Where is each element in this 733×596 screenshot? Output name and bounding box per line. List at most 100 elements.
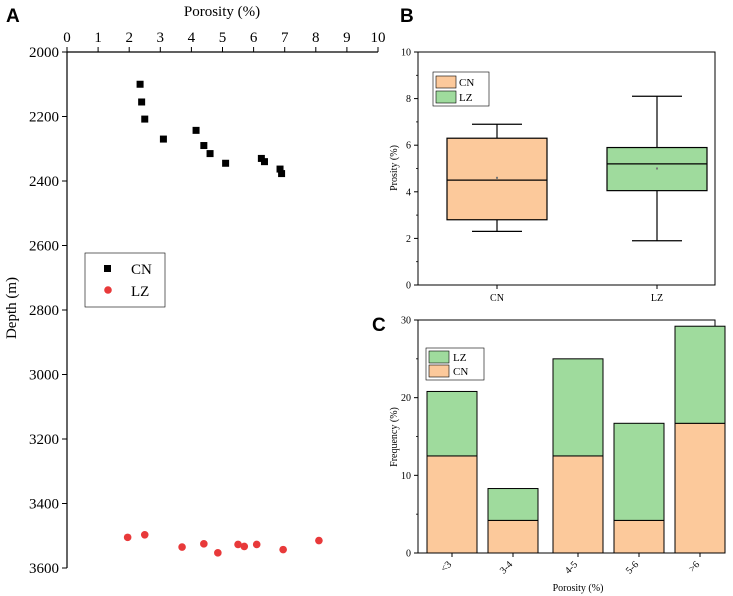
panel-c-x-axis-label: Porosity (%)	[553, 583, 604, 594]
panel-c-y-tick-label: 20	[401, 393, 411, 404]
panel-c-y-tick-label: 10	[401, 471, 411, 482]
panel-a-scatter: Porosity (%) Depth (m) 0 1 2 3 4 5 6 7 8 9 10 2000 2…	[4, 4, 386, 577]
panel-a-y-tick-label: 2600	[29, 239, 59, 255]
lz-data-point	[200, 540, 208, 548]
bar-lz-segment	[552, 358, 604, 457]
panel-a-x-tick-label: 7	[281, 30, 289, 46]
panel-a-y-tick-label: 2000	[29, 45, 59, 61]
panel-a-legend: CN LZ	[84, 252, 166, 308]
panel-b-y-tick-label: 2	[406, 234, 411, 245]
panel-a-points	[123, 80, 323, 557]
legend-b-lz-label: LZ	[459, 92, 473, 104]
panel-a-y-tick-label: 2200	[29, 110, 59, 126]
panel-a-y-axis-label: Depth (m)	[4, 277, 20, 339]
panel-a-x-tick-label: 3	[157, 30, 165, 46]
lz-data-point	[315, 536, 323, 545]
lz-data-point	[240, 542, 249, 551]
panel-a-x-tick-label: 6	[250, 30, 258, 46]
lz-data-point	[140, 530, 149, 539]
panel-b-y-tick-label: 6	[406, 141, 411, 152]
legend-cn-label: CN	[131, 262, 152, 278]
panel-a-x-tick-label: 8	[312, 30, 320, 46]
panel-a-axes: 0 1 2 3 4 5 6 7 8 9 10 2000 2200 2400 2600 2800 3000 3200…	[29, 30, 386, 577]
panel-c-x-tick-label: <3	[439, 559, 454, 574]
panel-a-x-tick-label: 10	[371, 30, 386, 46]
panel-b-letter: B	[400, 6, 414, 27]
legend-cn-square-marker	[104, 265, 111, 272]
bar-cn-segment	[674, 422, 726, 554]
cn-data-point	[206, 150, 214, 158]
bar-lz-segment	[674, 325, 726, 424]
cn-data-point	[138, 98, 146, 106]
panel-b-x-tick-label: LZ	[651, 293, 663, 304]
lz-data-point	[234, 540, 242, 549]
panel-b-y-tick-label: 0	[406, 281, 411, 292]
panel-c-y-tick-label: 0	[406, 549, 411, 560]
legend-c-cn-label: CN	[453, 366, 468, 378]
panel-a-y-tick-label: 3600	[29, 561, 59, 577]
cn-data-point	[159, 135, 167, 143]
panel-a-legend-frame	[84, 252, 166, 308]
panel-b-y-tick-label: 4	[406, 187, 411, 198]
bar-lz-segment	[613, 422, 665, 521]
panel-a-x-axis-label: Porosity (%)	[184, 4, 260, 20]
lz-data-point	[123, 533, 132, 542]
panel-b-axes: 0 2 4 6 8 10 CN LZ	[401, 48, 716, 304]
box-mean-marker	[656, 167, 658, 170]
cn-data-point	[141, 115, 149, 123]
panel-a-y-tick-label: 2400	[29, 174, 59, 190]
bar-cn-segment	[552, 455, 604, 554]
cn-data-point	[276, 165, 284, 173]
panel-b-x-tick-label: CN	[490, 293, 504, 304]
panel-b-boxplot: Prosity (%) 0 2 4 6 8 10 CN LZ CN LZ	[389, 48, 716, 304]
cn-data-point	[222, 159, 230, 167]
panel-a-x-tick-label: 5	[219, 30, 227, 46]
panel-c-letter: C	[372, 315, 386, 336]
cn-data-point	[136, 80, 144, 88]
panel-a-x-tick-label: 4	[188, 30, 196, 46]
cn-data-point	[260, 158, 268, 166]
legend-b-cn-swatch	[435, 75, 457, 89]
cn-data-point	[278, 170, 286, 178]
panel-b-y-tick-label: 10	[401, 48, 411, 59]
panel-a-y-tick-label: 3200	[29, 432, 59, 448]
panel-c-bars	[426, 325, 726, 554]
cn-data-point	[200, 142, 208, 150]
legend-c-lz-swatch	[428, 350, 450, 364]
legend-c-cn-swatch	[428, 364, 450, 378]
panel-c-y-axis-label: Frequency (%)	[389, 407, 400, 467]
panel-a-y-tick-label: 3000	[29, 368, 59, 384]
legend-lz-circle-marker	[104, 286, 112, 294]
lz-data-point	[178, 543, 186, 551]
bar-lz-segment	[426, 390, 478, 457]
panel-c-y-tick-label: 30	[401, 316, 411, 327]
panel-a-y-tick-label: 3400	[29, 497, 59, 513]
bar-cn-segment	[487, 519, 539, 554]
legend-b-lz-swatch	[435, 90, 457, 104]
legend-lz-label: LZ	[131, 284, 149, 300]
lz-data-point	[252, 540, 261, 549]
panel-c-x-tick-label: 3-4	[498, 559, 515, 576]
box-mean-marker	[496, 176, 498, 179]
panel-a-letter: A	[6, 6, 20, 27]
panel-a-y-tick-label: 2800	[29, 303, 59, 319]
panel-c-x-tick-label: 4-5	[563, 559, 580, 576]
bar-cn-segment	[426, 455, 478, 554]
panel-a-x-tick-label: 2	[125, 30, 133, 46]
lz-data-point	[214, 549, 222, 557]
panel-c-stacked-bar: Frequency (%) Porosity (%) 0 10 20 30 <3 3-4 4…	[389, 316, 726, 594]
panel-b-y-tick-label: 8	[406, 94, 411, 105]
panel-c-legend: LZ CN	[425, 347, 485, 381]
legend-b-cn-label: CN	[459, 77, 474, 89]
legend-c-lz-label: LZ	[453, 352, 467, 364]
panel-a-x-tick-label: 1	[94, 30, 102, 46]
box-iqr-cn	[446, 137, 548, 221]
panel-a-x-tick-label: 9	[343, 30, 351, 46]
panel-a-x-tick-label: 0	[63, 30, 71, 46]
panel-b-boxes	[446, 95, 708, 242]
panel-c-x-tick-label: 5-6	[624, 559, 641, 576]
lz-data-point	[279, 545, 287, 554]
bar-cn-segment	[613, 519, 665, 554]
bar-lz-segment	[487, 488, 539, 521]
